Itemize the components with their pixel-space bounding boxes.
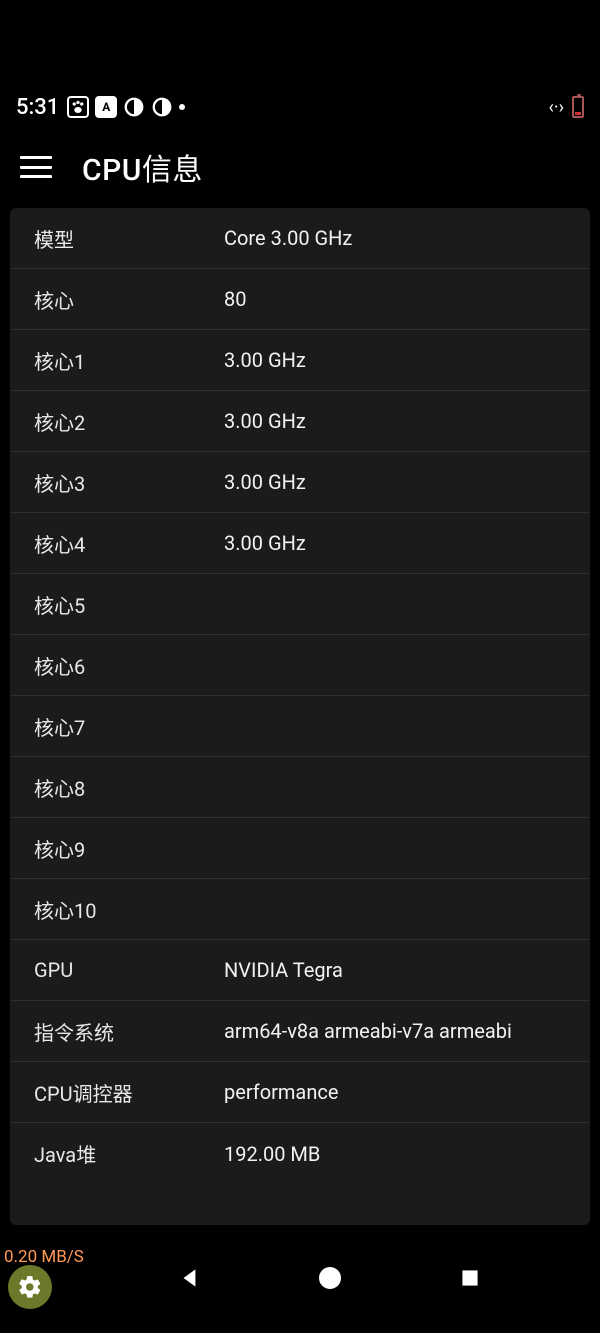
table-row: 核心10 <box>10 879 590 940</box>
row-label: 核心6 <box>34 651 224 680</box>
table-row: 核心9 <box>10 818 590 879</box>
row-label: 核心3 <box>34 468 224 497</box>
table-row: 指令系统arm64-v8a armeabi-v7a armeabi <box>10 1001 590 1062</box>
net-speed-overlay: 0.20 MB/S <box>4 1247 84 1267</box>
row-value: performance <box>224 1080 566 1104</box>
table-row: 核心43.00 GHz <box>10 513 590 574</box>
settings-fab-button[interactable] <box>8 1265 52 1309</box>
row-label: 核心2 <box>34 407 224 436</box>
nav-recent-button[interactable] <box>455 1263 485 1293</box>
circle-split-icon-2 <box>151 96 173 118</box>
row-value: Core 3.00 GHz <box>224 226 566 250</box>
row-label: 核心1 <box>34 346 224 375</box>
table-row: 模型Core 3.00 GHz <box>10 208 590 269</box>
back-triangle-icon <box>177 1265 203 1291</box>
gear-icon <box>17 1274 43 1300</box>
table-row: 核心5 <box>10 574 590 635</box>
row-value: NVIDIA Tegra <box>224 958 566 982</box>
status-bar: 5:31 A ‹·› <box>0 92 600 122</box>
row-value: 192.00 MB <box>224 1142 566 1166</box>
app-bar: CPU信息 <box>0 130 600 204</box>
status-bar-left: 5:31 A <box>16 95 185 120</box>
row-label: 核心5 <box>34 590 224 619</box>
row-value: 80 <box>224 287 566 311</box>
row-label: GPU <box>34 958 224 982</box>
status-time: 5:31 <box>16 95 59 120</box>
nav-back-button[interactable] <box>175 1263 205 1293</box>
row-label: 模型 <box>34 224 224 253</box>
row-label: CPU调控器 <box>34 1078 224 1107</box>
nav-buttons <box>60 1263 600 1293</box>
menu-button[interactable] <box>20 156 52 178</box>
network-transfer-icon: ‹·› <box>548 96 564 118</box>
circle-split-icon-1 <box>123 96 145 118</box>
row-value: 3.00 GHz <box>224 531 566 555</box>
paw-app-icon <box>67 96 89 118</box>
page-title: CPU信息 <box>82 145 203 189</box>
table-row: 核心13.00 GHz <box>10 330 590 391</box>
cpu-info-card[interactable]: 模型Core 3.00 GHz 核心80 核心13.00 GHz 核心23.00… <box>10 208 590 1225</box>
status-bar-right: ‹·› <box>548 96 584 118</box>
table-row: 核心8 <box>10 757 590 818</box>
row-value: arm64-v8a armeabi-v7a armeabi <box>224 1019 566 1043</box>
row-label: 核心 <box>34 285 224 314</box>
table-row: 核心7 <box>10 696 590 757</box>
row-label: 核心4 <box>34 529 224 558</box>
status-icons-left: A <box>67 96 185 118</box>
phone-frame: 5:31 A ‹·› CPU信息 <box>0 0 600 1333</box>
status-dot-icon <box>179 104 185 110</box>
row-value: 3.00 GHz <box>224 470 566 494</box>
row-value: 3.00 GHz <box>224 348 566 372</box>
row-label: 核心7 <box>34 712 224 741</box>
nav-home-button[interactable] <box>315 1263 345 1293</box>
row-value: 3.00 GHz <box>224 409 566 433</box>
system-nav-bar: 0.20 MB/S <box>0 1243 600 1313</box>
home-circle-icon <box>319 1267 341 1289</box>
table-row: 核心6 <box>10 635 590 696</box>
recent-square-icon <box>457 1265 483 1291</box>
row-label: 核心8 <box>34 773 224 802</box>
row-label: 核心9 <box>34 834 224 863</box>
row-label: Java堆 <box>34 1139 224 1168</box>
battery-icon <box>572 96 584 118</box>
table-row: 核心23.00 GHz <box>10 391 590 452</box>
table-row: Java堆192.00 MB <box>10 1123 590 1184</box>
row-label: 核心10 <box>34 895 224 924</box>
table-row: CPU调控器performance <box>10 1062 590 1123</box>
letter-a-icon: A <box>95 96 117 118</box>
table-row: 核心33.00 GHz <box>10 452 590 513</box>
row-label: 指令系统 <box>34 1017 224 1046</box>
table-row: GPUNVIDIA Tegra <box>10 940 590 1001</box>
table-row: 核心80 <box>10 269 590 330</box>
